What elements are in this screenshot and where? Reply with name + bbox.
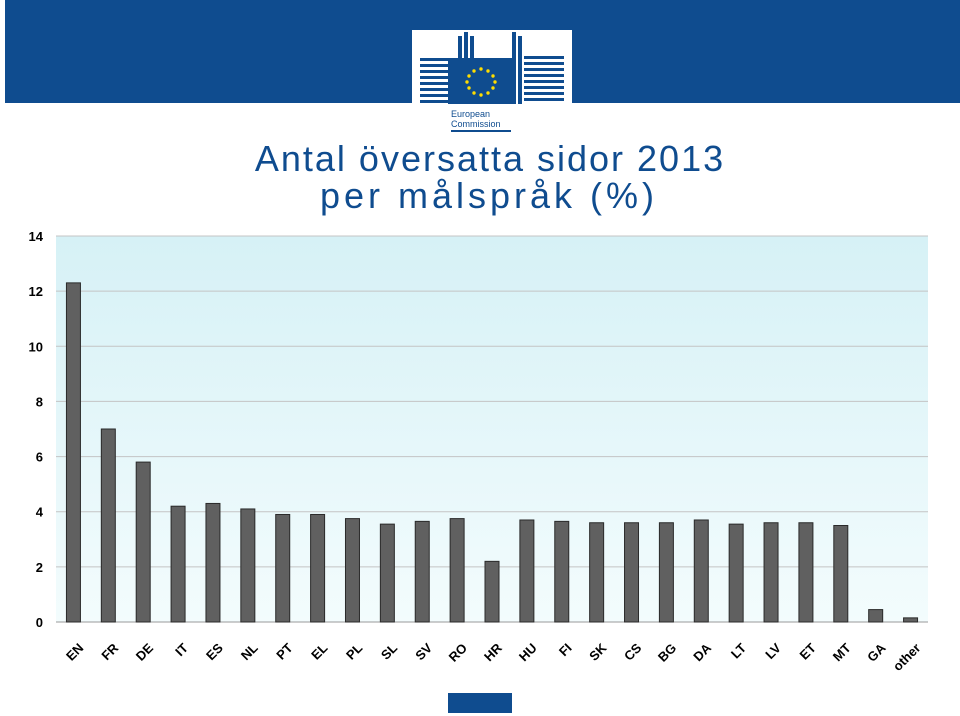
x-tick-label-it: IT [172, 640, 191, 659]
x-tick-label-lt: LT [728, 640, 749, 661]
x-tick-label-fi: FI [556, 640, 575, 659]
bar-en [65, 282, 81, 623]
y-tick-label: 8 [36, 394, 43, 409]
x-tick-label-da: DA [690, 640, 714, 664]
x-tick-label-el: EL [308, 640, 330, 662]
plot-area [56, 236, 928, 622]
y-tick-label: 4 [36, 505, 44, 520]
x-tick-label-es: ES [203, 640, 226, 663]
x-tick-label-fr: FR [98, 640, 121, 663]
x-tick-label-sv: SV [412, 640, 435, 663]
bar-ro [449, 518, 465, 623]
x-tick-label-other: other [890, 640, 924, 674]
x-tick-label-mt: MT [830, 640, 854, 664]
bar-ga [868, 609, 884, 623]
bar-sl [379, 523, 395, 623]
bar-mt [833, 525, 849, 623]
bar-cs [624, 522, 640, 623]
title-line-1: Antal översatta sidor 2013 [254, 138, 726, 179]
bar-fi [554, 520, 570, 623]
x-tick-label-ga: GA [864, 640, 889, 665]
bar-pl [344, 518, 360, 623]
commission-building-icon: European Commission [420, 32, 564, 132]
logo-text-line1: European [451, 109, 490, 119]
bar-sk [589, 522, 605, 623]
x-tick-label-en: EN [63, 640, 86, 663]
page-title: Antal översatta sidor 2013 per målspråk … [0, 140, 960, 214]
logo-text-line2: Commission [451, 119, 501, 129]
x-tick-label-hr: HR [481, 640, 505, 664]
bar-bg [658, 522, 674, 623]
y-tick-label: 14 [29, 229, 44, 244]
y-tick-label: 0 [36, 615, 43, 630]
x-tick-label-pl: PL [343, 640, 365, 662]
y-tick-label: 10 [29, 339, 43, 354]
bar-el [310, 513, 326, 623]
bar-lv [763, 522, 779, 623]
bar-es [205, 502, 221, 623]
x-tick-label-pt: PT [273, 640, 295, 662]
bar-other [903, 617, 919, 623]
bar-it [170, 505, 186, 623]
bar-pt [275, 513, 291, 623]
bar-sv [414, 520, 430, 623]
x-tick-label-de: DE [133, 640, 157, 664]
x-tick-label-lv: LV [762, 640, 784, 662]
x-tick-label-ro: RO [446, 640, 470, 664]
bar-hr [484, 560, 500, 623]
bar-et [798, 522, 814, 623]
x-tick-label-bg: BG [655, 640, 679, 664]
bar-lt [728, 523, 744, 623]
x-tick-label-sk: SK [586, 640, 610, 664]
bar-da [693, 519, 709, 623]
european-commission-logo: European Commission [412, 30, 572, 136]
bar-hu [519, 519, 535, 623]
title-line-2: per målspråk (%) [319, 175, 659, 216]
y-tick-label: 2 [36, 560, 43, 575]
x-tick-label-nl: NL [238, 640, 261, 663]
bar-nl [240, 508, 256, 623]
footer-bar [448, 693, 512, 713]
bar-fr [100, 428, 116, 623]
x-tick-label-hu: HU [516, 640, 540, 664]
bar-de [135, 461, 151, 623]
x-tick-label-cs: CS [621, 640, 645, 664]
y-tick-label: 12 [29, 284, 43, 299]
y-tick-label: 6 [36, 450, 43, 465]
x-tick-label-sl: SL [378, 640, 400, 662]
x-tick-label-et: ET [796, 640, 818, 662]
